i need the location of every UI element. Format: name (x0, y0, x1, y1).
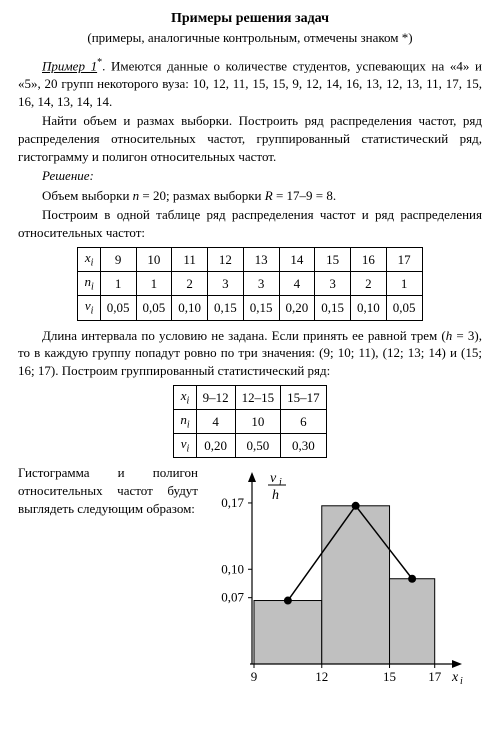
main-title: Примеры решения задач (18, 10, 482, 29)
row-header: ni (174, 410, 196, 434)
table-cell: 16 (351, 248, 387, 272)
table-cell: 10 (136, 248, 172, 272)
table-cell: 0,50 (235, 434, 281, 458)
row-header: xi (174, 386, 196, 410)
para3: Объем выборки n = 20; размах выборки R =… (18, 187, 482, 205)
row-header: νi (174, 434, 196, 458)
table-cell: 6 (281, 410, 327, 434)
table-cell: 15 (315, 248, 351, 272)
para5: Длина интервала по условию не задана. Ес… (18, 327, 482, 380)
svg-text:17: 17 (428, 669, 442, 684)
svg-text:15: 15 (383, 669, 396, 684)
table-cell: 0,10 (172, 296, 208, 320)
row-header: xi (78, 248, 100, 272)
p3a: Объем выборки (42, 188, 133, 203)
table-cell: 4 (196, 410, 235, 434)
table-cell: 0,20 (196, 434, 235, 458)
table-cell: 3 (315, 272, 351, 296)
table-cell: 0,05 (386, 296, 422, 320)
table-cell: 1 (136, 272, 172, 296)
svg-text:i: i (460, 676, 463, 687)
example-label: Пример 1 (42, 59, 97, 74)
table-cell: 13 (243, 248, 279, 272)
table-cell: 3 (243, 272, 279, 296)
table-cell: 15–17 (281, 386, 327, 410)
table-cell: 10 (235, 410, 281, 434)
row-header: νi (78, 296, 100, 320)
table-cell: 9–12 (196, 386, 235, 410)
table-cell: 0,15 (208, 296, 244, 320)
table-cell: 0,20 (279, 296, 315, 320)
svg-text:ν: ν (270, 471, 277, 486)
solution-label: Решение: (18, 167, 482, 185)
p3c: = 17–9 = 8. (273, 188, 336, 203)
chart-row: Гистограмма и полигон относительных част… (18, 464, 482, 694)
subtitle: (примеры, аналогичные контрольным, отмеч… (18, 29, 482, 47)
table-cell: 1 (100, 272, 136, 296)
table-cell: 2 (172, 272, 208, 296)
svg-text:i: i (279, 477, 282, 488)
svg-text:12: 12 (315, 669, 328, 684)
para4: Построим в одной таблице ряд распределен… (18, 206, 482, 241)
table-cell: 0,05 (100, 296, 136, 320)
table-cell: 0,05 (136, 296, 172, 320)
table-cell: 12–15 (235, 386, 281, 410)
table-cell: 0,10 (351, 296, 387, 320)
table-cell: 9 (100, 248, 136, 272)
p3b: = 20; размах выборки (139, 188, 265, 203)
chart-caption: Гистограмма и полигон относительных част… (18, 464, 198, 517)
table-cell: 11 (172, 248, 208, 272)
svg-text:x: x (451, 670, 459, 685)
svg-text:0,10: 0,10 (221, 562, 244, 577)
table-cell: 1 (386, 272, 422, 296)
p5a: Длина интервала по условию не задана. Ес… (42, 328, 446, 343)
table-cell: 0,15 (243, 296, 279, 320)
table-cell: 0,30 (281, 434, 327, 458)
table-cell: 14 (279, 248, 315, 272)
svg-text:h: h (272, 488, 279, 503)
table-cell: 3 (208, 272, 244, 296)
table-cell: 17 (386, 248, 422, 272)
freq-table-1: xi91011121314151617ni112334321νi0,050,05… (77, 247, 422, 320)
table-cell: 4 (279, 272, 315, 296)
table-cell: 2 (351, 272, 387, 296)
histogram-polygon-chart: νih0,170,100,079121517xi (206, 464, 482, 694)
example-intro: Пример 1*. Имеются данные о количестве с… (18, 56, 482, 110)
table-cell: 0,15 (315, 296, 351, 320)
svg-text:0,07: 0,07 (221, 590, 244, 605)
svg-text:0,17: 0,17 (221, 495, 244, 510)
freq-table-2: xi9–1212–1515–17 ni4106 νi0,200,500,30 (173, 385, 326, 458)
table-cell: 12 (208, 248, 244, 272)
r-sym: R (265, 188, 273, 203)
para2: Найти объем и размах выборки. Построить … (18, 112, 482, 165)
row-header: ni (78, 272, 100, 296)
svg-text:9: 9 (251, 669, 258, 684)
